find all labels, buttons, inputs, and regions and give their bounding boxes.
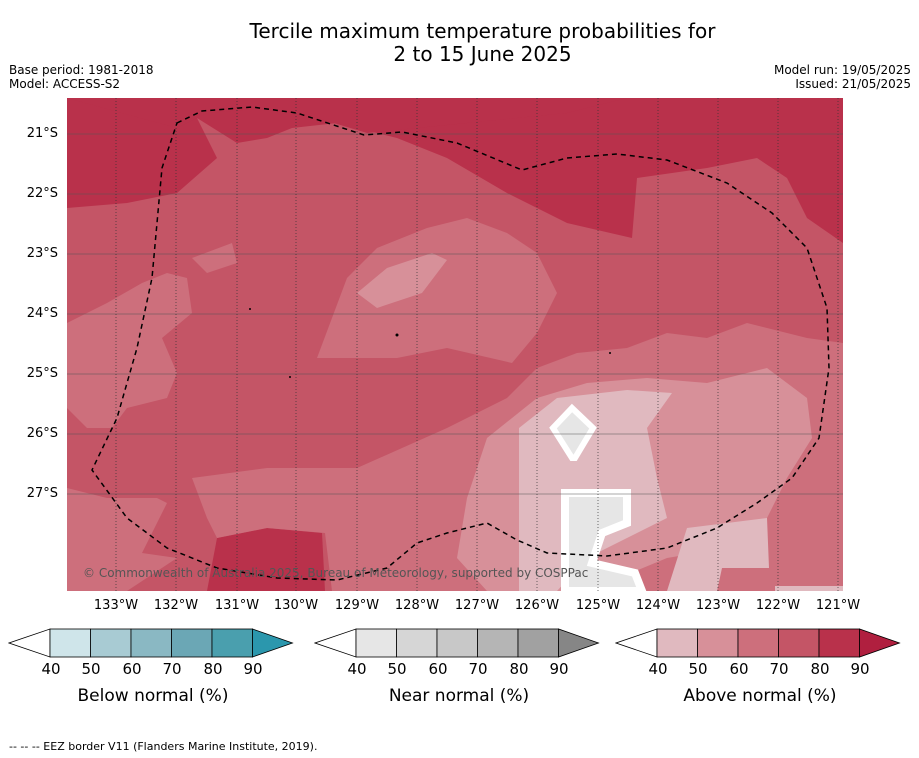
- lon-label: 132°W: [153, 598, 199, 613]
- cbar-above-tick: 80: [810, 660, 830, 678]
- lon-label: 122°W: [755, 598, 801, 613]
- colorbar-near: [314, 628, 600, 658]
- lon-label: 130°W: [273, 598, 319, 613]
- lat-label: 26°S: [26, 426, 58, 441]
- base-period: Base period: 1981-2018: [9, 63, 154, 77]
- colorbar-below: [8, 628, 294, 658]
- colorbar-high-extend: [252, 628, 294, 658]
- colorbar-segment: [656, 628, 698, 658]
- cbar-near-tick: 70: [468, 660, 488, 678]
- cbar-below-tick: 40: [41, 660, 61, 678]
- probability-fill: [67, 98, 843, 591]
- region-above-60-west: [67, 273, 192, 428]
- lon-label: 124°W: [635, 598, 681, 613]
- lat-label: 24°S: [26, 306, 58, 321]
- map-grid-meridians: [115, 98, 839, 591]
- cbar-below-tick: 90: [243, 660, 263, 678]
- cbar-near-tick: 90: [549, 660, 569, 678]
- lat-label: 23°S: [26, 246, 58, 261]
- lat-label: 21°S: [26, 126, 58, 141]
- cbar-near-tick: 80: [509, 660, 529, 678]
- cbar-below-tick: 70: [162, 660, 182, 678]
- map-title: Tercile maximum temperature probabilitie…: [0, 20, 919, 66]
- region-above-50-central: [357, 253, 447, 308]
- lat-label: 22°S: [26, 186, 58, 201]
- colorbar-segment: [130, 628, 172, 658]
- cbar-near-title: Near normal (%): [388, 686, 530, 706]
- lon-label: 127°W: [454, 598, 500, 613]
- colorbar-above: [615, 628, 901, 658]
- cbar-above-tick: 50: [688, 660, 708, 678]
- island-marker: [289, 376, 291, 378]
- region-above-60-southwest: [67, 488, 177, 591]
- colorbar-high-extend: [558, 628, 600, 658]
- probability-map: © Commonwealth of Australia 2025, Bureau…: [67, 98, 843, 591]
- title-line-1: Tercile maximum temperature probabilitie…: [249, 19, 716, 43]
- cbar-below-tick: 60: [122, 660, 142, 678]
- cbar-below-title: Below normal (%): [77, 686, 229, 706]
- cbar-above-tick: 40: [648, 660, 668, 678]
- colorbar-above-segments: [615, 628, 901, 658]
- lon-label: 128°W: [394, 598, 440, 613]
- colorbar-segment: [49, 628, 91, 658]
- colorbar-segment: [436, 628, 478, 658]
- cbar-above-tick: 70: [769, 660, 789, 678]
- colorbar-low-extend: [615, 628, 658, 658]
- island-marker: [609, 352, 611, 354]
- model-run: Model run: 19/05/2025: [773, 63, 911, 77]
- island-markers: [249, 308, 611, 378]
- map-grid: [67, 133, 843, 495]
- colorbar-segment: [211, 628, 253, 658]
- region-above-40-edge: [775, 586, 843, 591]
- cbar-above-tick: 90: [850, 660, 870, 678]
- cbar-near-tick: 40: [347, 660, 367, 678]
- lon-label: 121°W: [815, 598, 861, 613]
- lon-label: 126°W: [514, 598, 560, 613]
- region-above-80-south: [207, 528, 325, 591]
- colorbar-segment: [90, 628, 132, 658]
- colorbar-segment: [396, 628, 438, 658]
- cbar-near-tick: 60: [428, 660, 448, 678]
- lat-label: 25°S: [26, 366, 58, 381]
- lon-label: 133°W: [93, 598, 139, 613]
- cbar-near-tick: 50: [387, 660, 407, 678]
- colorbar-segment: [355, 628, 397, 658]
- colorbar-low-extend: [314, 628, 357, 658]
- region-near-40-south: [561, 489, 647, 591]
- lon-label: 123°W: [695, 598, 741, 613]
- eez-footnote: -- -- -- EEZ border V11 (Flanders Marine…: [9, 740, 318, 753]
- colorbar-segment: [697, 628, 739, 658]
- colorbar-segment: [737, 628, 779, 658]
- island-marker: [249, 308, 251, 310]
- colorbar-segment: [818, 628, 860, 658]
- lat-label: 27°S: [26, 486, 58, 501]
- title-line-2: 2 to 15 June 2025: [393, 42, 572, 66]
- colorbar-low-extend: [8, 628, 51, 658]
- colorbar-segment: [171, 628, 213, 658]
- colorbar-segment: [477, 628, 519, 658]
- copyright-notice: © Commonwealth of Australia 2025, Bureau…: [83, 566, 588, 580]
- colorbar-below-segments: [8, 628, 294, 658]
- colorbar-high-extend: [859, 628, 901, 658]
- region-above-80-band: [67, 98, 627, 133]
- region-near-40-north: [549, 403, 597, 461]
- colorbar-near-segments: [314, 628, 600, 658]
- colorbar-segment: [517, 628, 559, 658]
- cbar-below-tick: 80: [203, 660, 223, 678]
- meta-right: Model run: 19/05/2025 Issued: 21/05/2025: [774, 63, 911, 91]
- cbar-above-title: Above normal (%): [683, 686, 837, 706]
- model-name: Model: ACCESS-S2: [9, 77, 121, 91]
- meta-left: Base period: 1981-2018 Model: ACCESS-S2: [9, 63, 154, 91]
- lon-label: 131°W: [214, 598, 260, 613]
- lon-label: 125°W: [575, 598, 621, 613]
- colorbar-segment: [778, 628, 820, 658]
- region-above-60-patch: [192, 243, 237, 273]
- cbar-above-tick: 60: [729, 660, 749, 678]
- island-marker: [395, 333, 399, 337]
- issued-date: Issued: 21/05/2025: [795, 77, 911, 91]
- lon-label: 129°W: [334, 598, 380, 613]
- cbar-below-tick: 50: [81, 660, 101, 678]
